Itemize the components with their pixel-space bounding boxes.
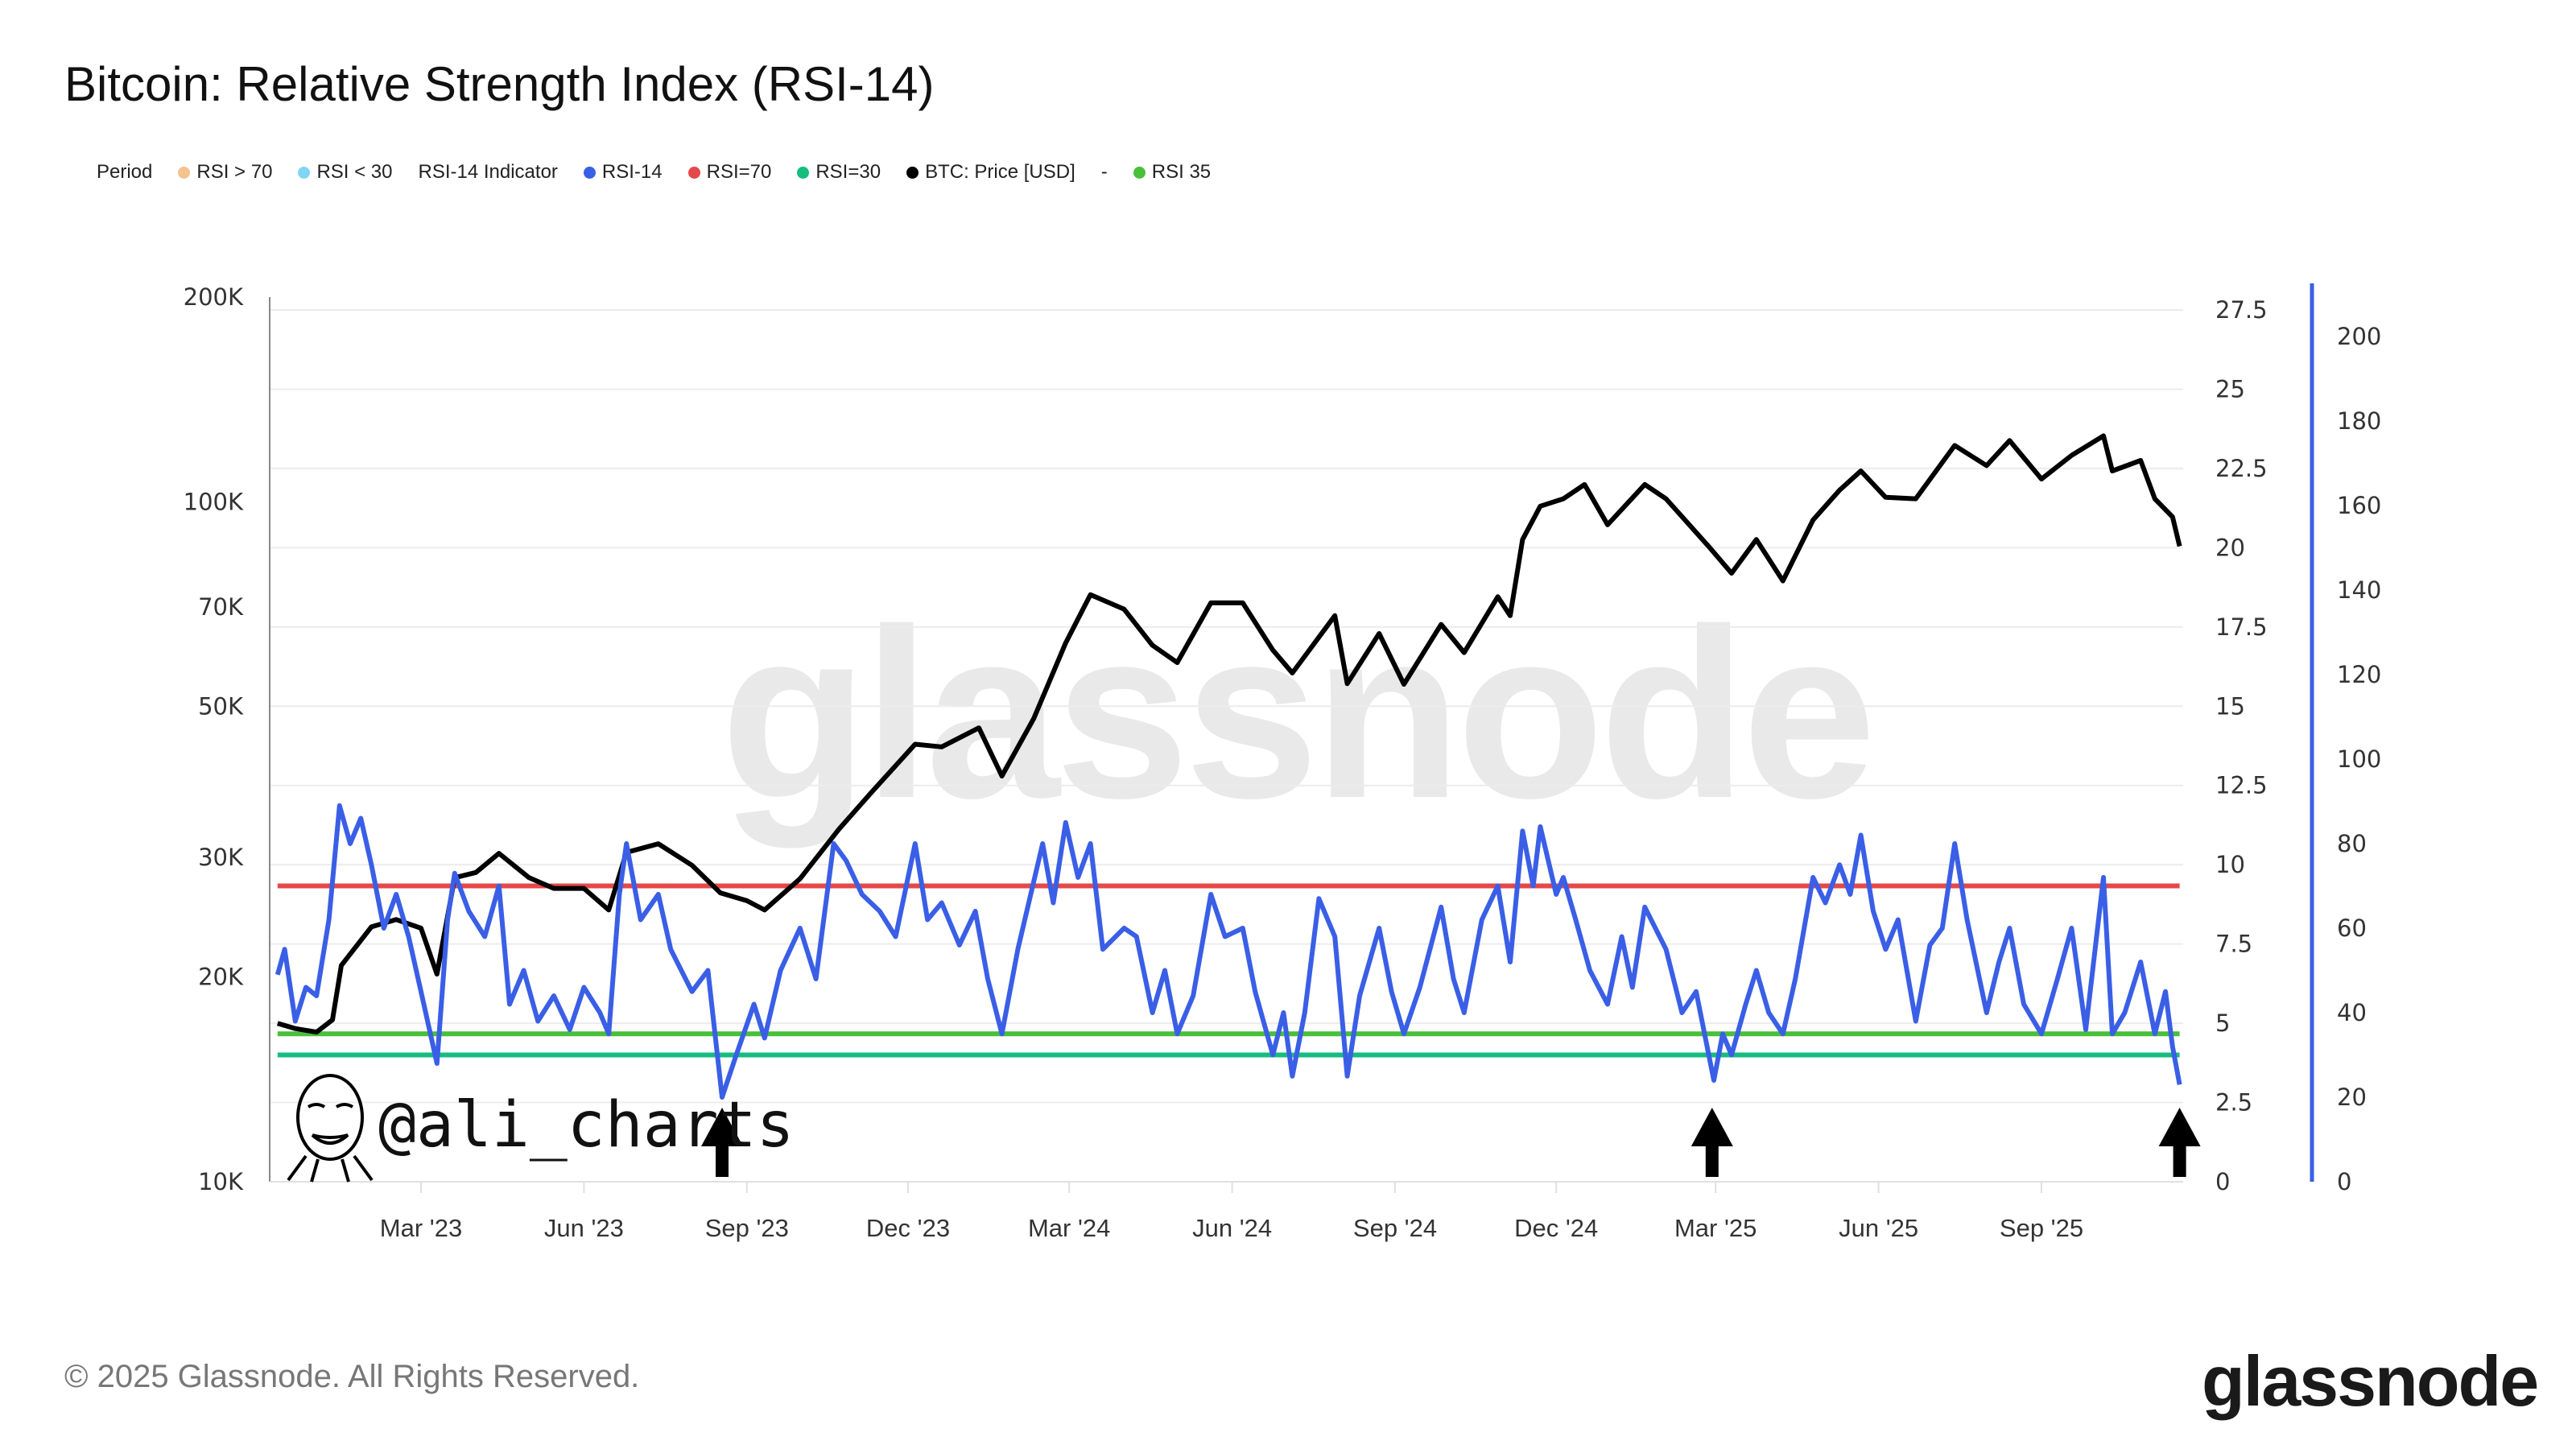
- x-axis-tick-label: Jun '24: [1192, 1214, 1272, 1242]
- rsi-axis-tick-label: 80: [2337, 830, 2367, 857]
- x-axis-tick-label: Dec '23: [866, 1214, 950, 1242]
- x-axis-tick-label: Sep '25: [2000, 1214, 2083, 1242]
- legend-label: RSI=30: [815, 161, 881, 183]
- rsi-axis-tick-label: 120: [2337, 661, 2381, 688]
- legend-dot: [797, 166, 810, 179]
- legend-label: BTC: Price [USD]: [925, 161, 1075, 183]
- middle-axis-tick-label: 2.5: [2215, 1089, 2252, 1117]
- price-axis-tick-label: 20K: [198, 964, 244, 991]
- arrow-up-icon: [701, 1108, 743, 1177]
- legend-item[interactable]: -: [1101, 161, 1108, 184]
- price-axis-tick-label: 200K: [184, 283, 244, 311]
- x-axis-tick-label: Sep '24: [1353, 1214, 1437, 1242]
- middle-axis-tick-label: 22.5: [2215, 455, 2268, 482]
- legend-label: RSI=70: [706, 161, 772, 183]
- rsi-axis-tick-label: 140: [2337, 576, 2381, 604]
- middle-axis-tick-label: 10: [2215, 851, 2245, 878]
- price-axis-tick-label: 10K: [198, 1168, 244, 1195]
- btc-price-line: [276, 433, 2182, 1035]
- middle-axis-tick-label: 20: [2215, 534, 2245, 561]
- arrow-up-icon: [2158, 1108, 2201, 1177]
- x-axis-tick-label: Sep '23: [705, 1214, 789, 1242]
- x-axis-tick-label: Mar '23: [380, 1214, 462, 1242]
- legend-item[interactable]: RSI=70: [687, 161, 772, 184]
- middle-axis-tick-label: 5: [2215, 1009, 2230, 1037]
- x-axis-tick-label: Jun '25: [1839, 1214, 1918, 1242]
- legend-dot: [178, 166, 191, 179]
- rsi-axis-tick-label: 0: [2337, 1168, 2351, 1195]
- legend-label: RSI-14: [601, 161, 663, 183]
- legend-dot: [298, 166, 311, 179]
- legend-item[interactable]: RSI > 70: [178, 161, 272, 184]
- rsi-axis-tick-label: 100: [2337, 745, 2381, 773]
- legend-item[interactable]: RSI < 30: [298, 161, 393, 184]
- rsi-14-line: [275, 803, 2182, 1100]
- x-axis-tick-label: Jun '23: [544, 1214, 624, 1242]
- glassnode-logo: glassnode: [2202, 1341, 2539, 1421]
- middle-axis-tick-label: 12.5: [2215, 772, 2268, 799]
- legend-label: RSI-14 Indicator: [418, 161, 558, 183]
- legend-item[interactable]: Period: [97, 161, 152, 184]
- avatar-face: [287, 1074, 374, 1183]
- x-axis-tick-label: Mar '24: [1028, 1214, 1110, 1242]
- middle-axis-tick-label: 27.5: [2215, 296, 2268, 324]
- chart-title: Bitcoin: Relative Strength Index (RSI-14…: [64, 57, 935, 111]
- legend-label: RSI 35: [1151, 161, 1212, 183]
- rsi-axis-tick-label: 160: [2337, 492, 2381, 519]
- middle-axis-tick-label: 7.5: [2215, 931, 2252, 958]
- watermark: glassnode: [720, 578, 1872, 850]
- x-axis-tick-label: Mar '25: [1674, 1214, 1757, 1242]
- legend-label: RSI > 70: [196, 161, 273, 183]
- price-axis-tick-label: 100K: [184, 488, 244, 515]
- price-axis-tick-label: 50K: [198, 693, 244, 720]
- rsi-axis-tick-label: 180: [2337, 407, 2381, 435]
- legend-dot: [583, 166, 596, 179]
- legend-item[interactable]: RSI 35: [1133, 161, 1211, 184]
- legend-label: RSI < 30: [316, 161, 393, 183]
- watermark-handle: @ali_charts: [378, 1089, 795, 1162]
- legend-dot: [1133, 166, 1146, 179]
- rsi-axis-tick-label: 60: [2337, 914, 2367, 942]
- legend-item[interactable]: RSI-14: [583, 161, 663, 184]
- legend-label: -: [1100, 161, 1108, 183]
- middle-axis-tick-label: 17.5: [2215, 613, 2268, 641]
- rsi-axis-tick-label: 40: [2337, 999, 2367, 1026]
- rsi-axis-tick-label: 200: [2337, 323, 2381, 350]
- legend-dot: [687, 166, 700, 179]
- rsi-axis-tick-label: 20: [2337, 1084, 2367, 1111]
- middle-axis-tick-label: 15: [2215, 692, 2245, 720]
- middle-axis-tick-label: 25: [2215, 375, 2245, 402]
- legend-item[interactable]: RSI=30: [797, 161, 881, 184]
- price-axis-tick-label: 70K: [198, 593, 244, 621]
- legend-item[interactable]: BTC: Price [USD]: [906, 161, 1075, 184]
- copyright: © 2025 Glassnode. All Rights Reserved.: [64, 1359, 640, 1394]
- legend-dot: [906, 166, 919, 179]
- arrow-up-icon: [1690, 1108, 1733, 1177]
- legend: Period RSI > 70 RSI < 30 RSI-14 Indicator RS…: [97, 161, 1236, 184]
- legend-item[interactable]: RSI-14 Indicator: [419, 161, 558, 184]
- price-axis-tick-label: 30K: [198, 844, 244, 871]
- middle-axis-tick-label: 0: [2215, 1168, 2230, 1195]
- x-axis-tick-label: Dec '24: [1514, 1214, 1598, 1242]
- legend-label: Period: [97, 161, 153, 183]
